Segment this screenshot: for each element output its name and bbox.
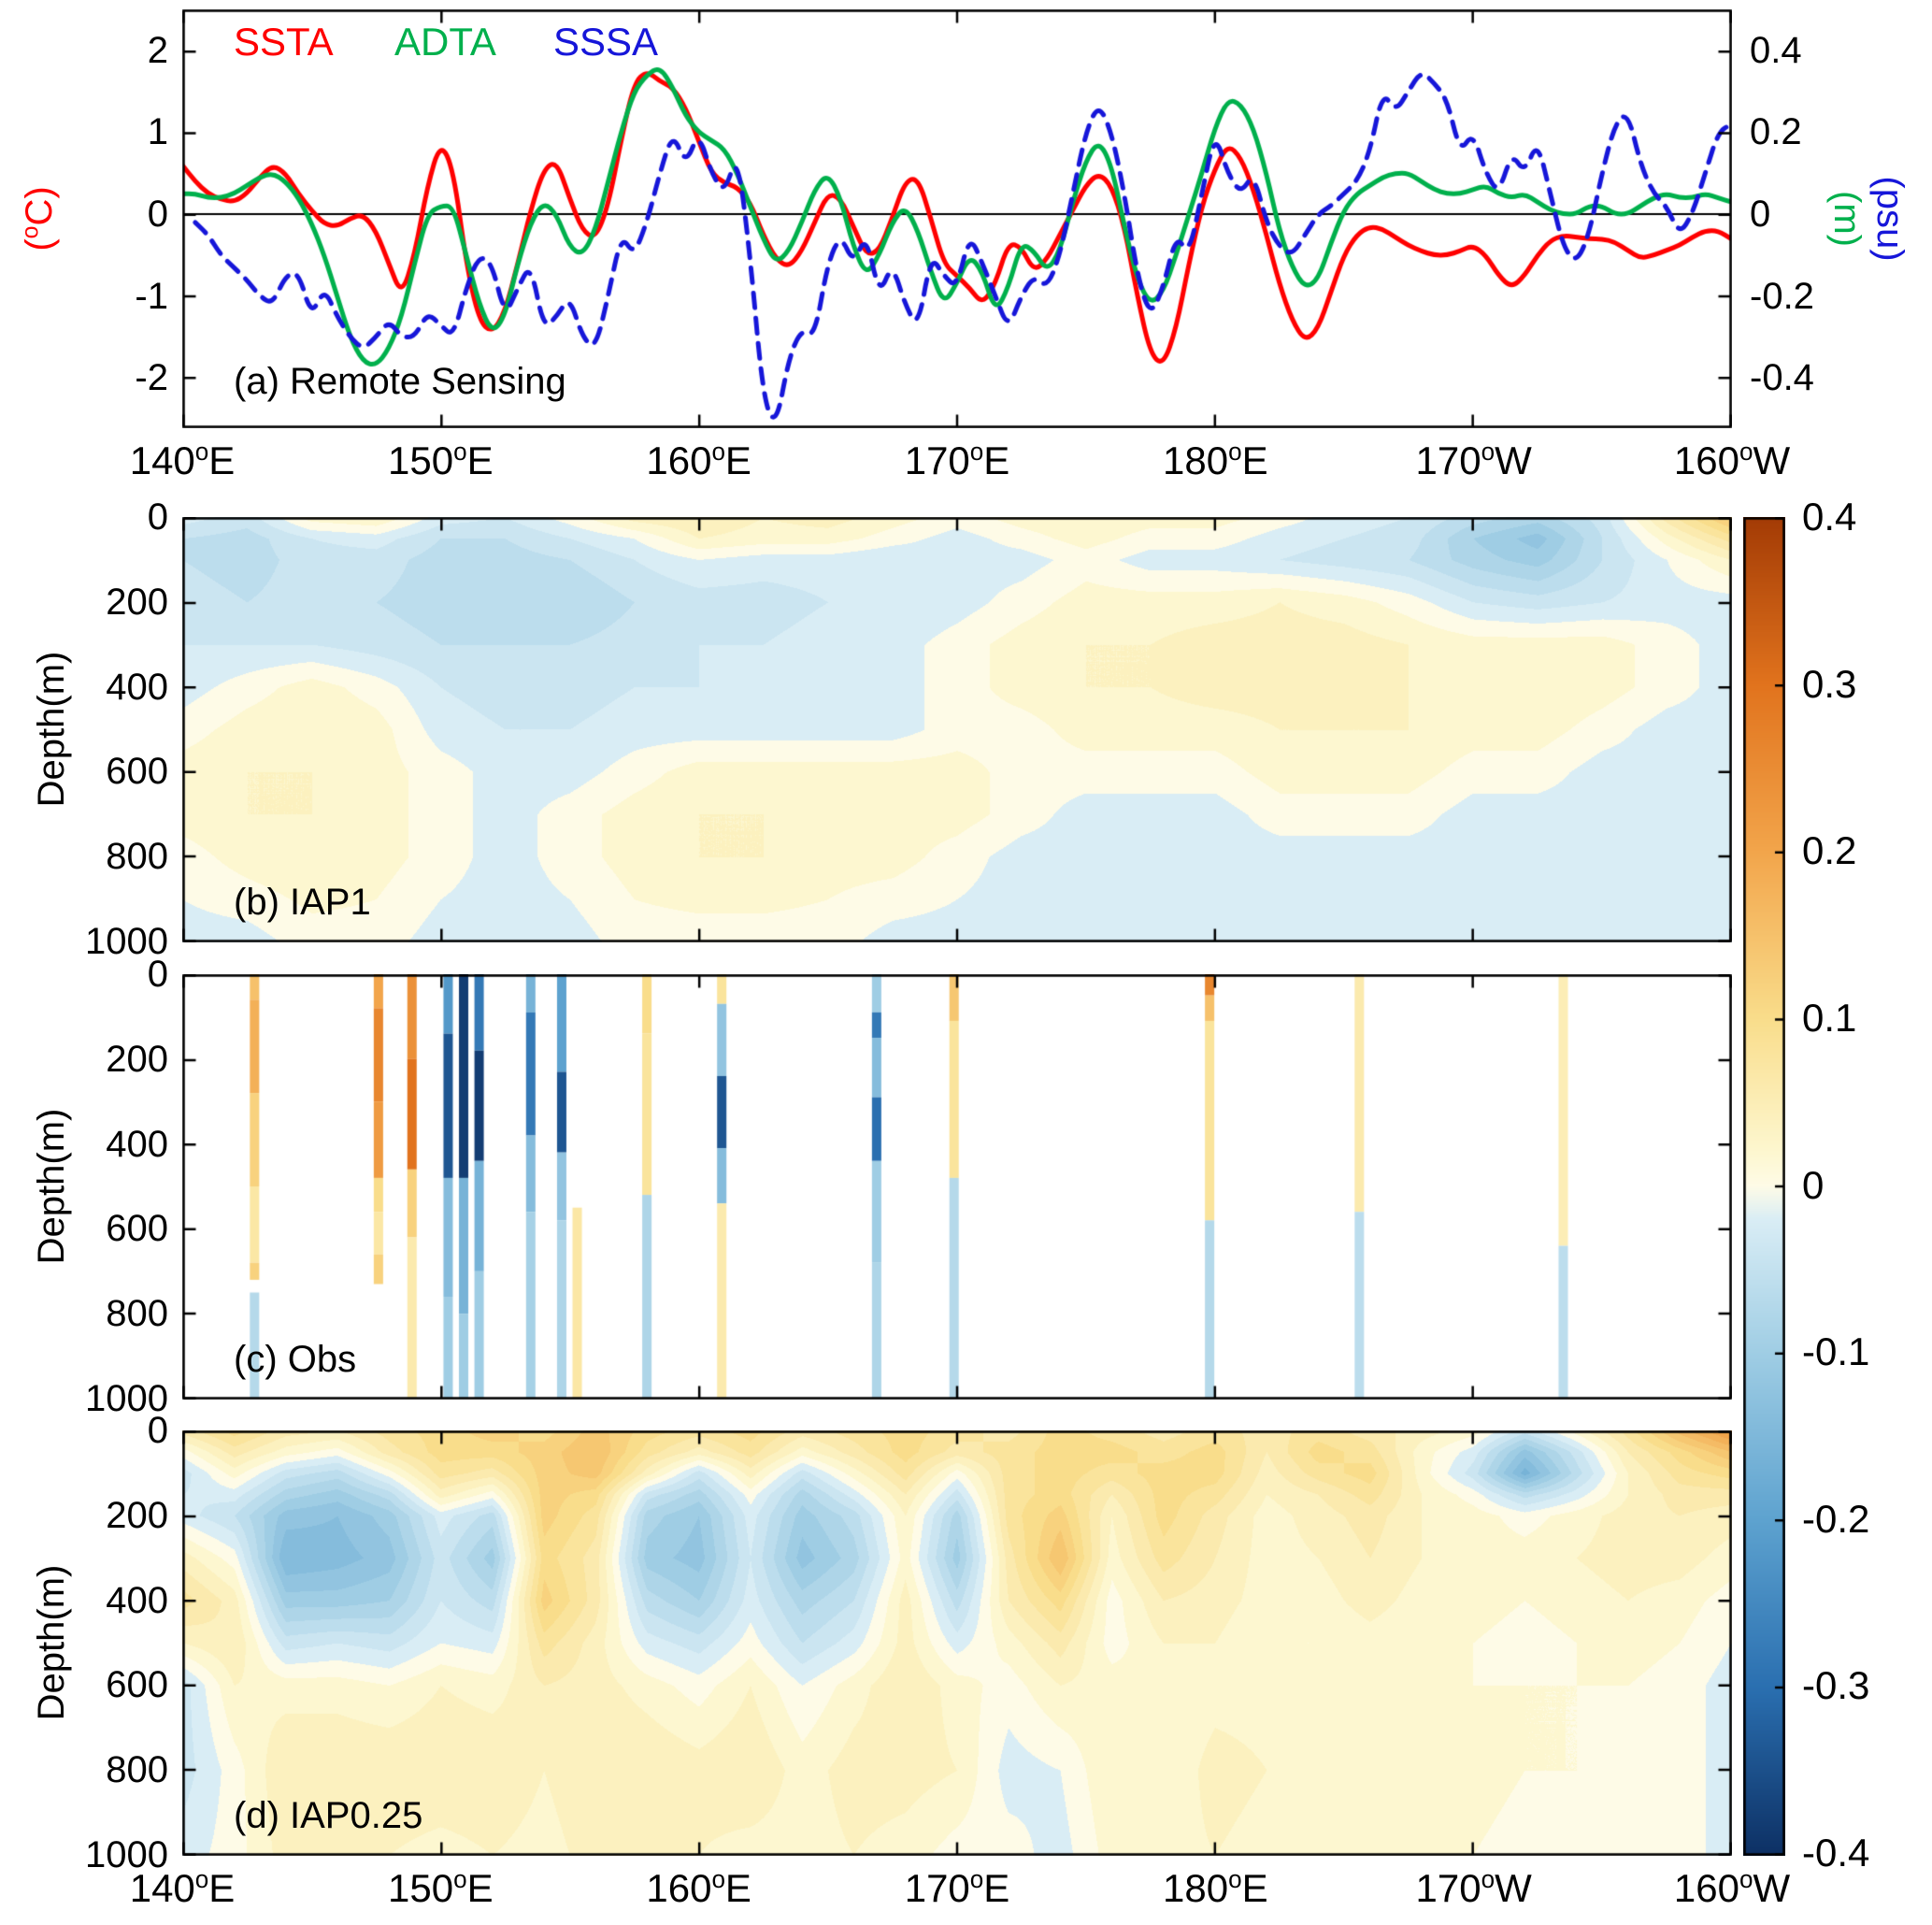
tick-label: 160oE	[646, 1865, 751, 1910]
tick-label: 2	[147, 29, 168, 71]
tick-label: 170oE	[904, 438, 1010, 482]
tick-label: 200	[106, 1038, 168, 1080]
tick-label: 170oW	[1415, 1865, 1532, 1910]
tick-label: 160oE	[646, 438, 751, 482]
tick-label: 400	[106, 1123, 168, 1165]
legend-ssta: SSTA	[234, 20, 334, 64]
tick-label: 800	[106, 836, 168, 878]
tick-label: -0.2	[1750, 275, 1814, 317]
panel-c-heatmap	[182, 974, 1732, 1400]
tick-label: 1000	[85, 921, 168, 962]
tick-label: 180oE	[1163, 1865, 1268, 1910]
tick-label: 200	[106, 581, 168, 623]
tick-label: -0.4	[1802, 1831, 1870, 1875]
tick-label: 170oE	[904, 1865, 1010, 1910]
tick-label: 1	[147, 111, 168, 153]
tick-label: -0.2	[1802, 1496, 1870, 1541]
tick-label: 0	[147, 496, 168, 538]
tick-label: 0.4	[1750, 29, 1802, 71]
legend-sssa: SSSA	[553, 20, 659, 64]
tick-label: 0.2	[1802, 828, 1857, 873]
panel-c-label: (c) Obs	[234, 1339, 357, 1380]
tick-label: 160oW	[1673, 438, 1791, 482]
tick-label: 600	[106, 1664, 168, 1706]
panel-b-heatmap	[182, 517, 1732, 942]
tick-label: 0	[147, 954, 168, 995]
panel-d-ylabel-depth: Depth(m)	[31, 1564, 72, 1721]
panel-b-ylabel-depth: Depth(m)	[31, 651, 72, 808]
panel-d-label: (d) IAP0.25	[234, 1795, 423, 1836]
tick-label: 0.3	[1802, 661, 1857, 706]
tick-label: -0.4	[1750, 357, 1814, 399]
tick-label: 160oW	[1673, 1865, 1791, 1910]
panel-c-ylabel-depth: Depth(m)	[31, 1108, 72, 1265]
tick-label: 0.4	[1802, 495, 1857, 539]
tick-label: 170oW	[1415, 438, 1532, 482]
tick-label: -1	[135, 275, 168, 317]
panel-a-ylabel-m: (m)	[1826, 191, 1868, 247]
tick-label: 0	[1802, 1162, 1825, 1207]
panel-a-ylabel-celsius: (oC)	[18, 186, 60, 251]
tick-label: 200	[106, 1494, 168, 1536]
tick-label: 1000	[85, 1378, 168, 1419]
tick-label: -2	[135, 357, 168, 399]
tick-label: 600	[106, 1208, 168, 1250]
tick-label: 0.2	[1750, 111, 1802, 153]
colorbar	[1743, 517, 1785, 1856]
legend-adta: ADTA	[394, 20, 496, 64]
tick-label: 140oE	[129, 438, 236, 482]
tick-label: 400	[106, 1579, 168, 1621]
panel-a-line-chart	[182, 9, 1732, 428]
tick-label: 600	[106, 751, 168, 793]
tick-label: -0.3	[1802, 1663, 1870, 1708]
tick-label: 1000	[85, 1834, 168, 1875]
tick-label: 150oE	[388, 1865, 494, 1910]
tick-label: 800	[106, 1749, 168, 1791]
panel-a-ylabel-psu: (psu)	[1869, 176, 1911, 262]
tick-label: 0	[147, 194, 168, 236]
tick-label: 800	[106, 1293, 168, 1335]
tick-label: 0	[147, 1410, 168, 1451]
panel-a-label: (a) Remote Sensing	[234, 361, 566, 402]
tick-label: 0.1	[1802, 995, 1857, 1040]
tick-label: -0.1	[1802, 1329, 1870, 1374]
panel-d-heatmap	[182, 1430, 1732, 1856]
tick-label: 140oE	[129, 1865, 236, 1910]
tick-label: 400	[106, 666, 168, 708]
tick-label: 180oE	[1163, 438, 1268, 482]
panel-b-label: (b) IAP1	[234, 882, 371, 923]
tick-label: 150oE	[388, 438, 494, 482]
tick-label: 0	[1750, 194, 1771, 236]
